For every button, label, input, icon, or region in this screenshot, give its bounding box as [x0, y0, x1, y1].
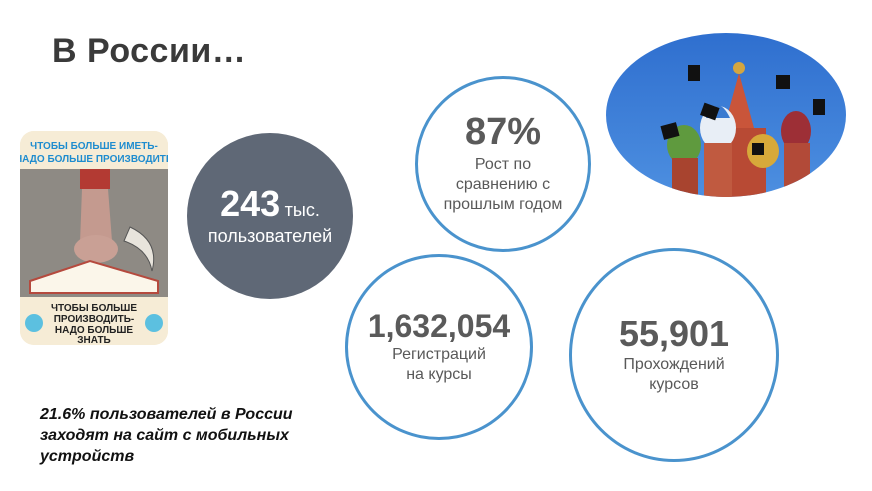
completions-label-line: курсов [649, 375, 699, 393]
users-unit: тыс. [284, 199, 320, 220]
completions-stat-circle: 55,901 Прохождений курсов [569, 248, 779, 462]
growth-label-line: сравнению с [455, 176, 551, 193]
completions-label-line: Прохождений [623, 355, 725, 373]
svg-text:НАДО БОЛЬШЕ: НАДО БОЛЬШЕ [55, 325, 133, 336]
growth-stat-circle: 87% Рост по сравнению с прошлым годом [415, 76, 591, 252]
svg-text:ЧТОБЫ БОЛЬШЕ ИМЕТЬ-: ЧТОБЫ БОЛЬШЕ ИМЕТЬ- [30, 141, 158, 152]
registrations-stat-circle: 1,632,054 Регистраций на курсы [345, 254, 533, 440]
svg-text:ЗНАТЬ: ЗНАТЬ [77, 335, 111, 345]
registrations-value: 1,632,054 [367, 307, 511, 344]
svg-text:ЧТОБЫ БОЛЬШЕ: ЧТОБЫ БОЛЬШЕ [51, 303, 137, 314]
users-label: пользователей [207, 225, 333, 246]
growth-label-line: Рост по [474, 156, 532, 173]
completions-value: 55,901 [618, 312, 730, 354]
soviet-poster-image: ЧТОБЫ БОЛЬШЕ ИМЕТЬ- НАДО БОЛЬШЕ ПРОИЗВОД… [20, 131, 168, 345]
slide-title: В России… [52, 32, 247, 70]
growth-label-line: прошлым годом [443, 196, 563, 213]
moscow-cathedral-photo [606, 33, 846, 197]
svg-text:ПРОИЗВОДИТЬ-: ПРОИЗВОДИТЬ- [54, 314, 135, 325]
mobile-usage-note: 21.6% пользователей в России заходят на … [40, 406, 293, 465]
users-value: 243 [220, 182, 281, 224]
users-stat-circle: 243 тыс. пользователей [187, 133, 353, 299]
registrations-label-line: на курсы [406, 365, 472, 383]
growth-value: 87% [464, 111, 542, 153]
registrations-label-line: Регистраций [392, 345, 486, 363]
svg-text:НАДО БОЛЬШЕ ПРОИЗВОДИТЬ: НАДО БОЛЬШЕ ПРОИЗВОДИТЬ [20, 154, 168, 165]
